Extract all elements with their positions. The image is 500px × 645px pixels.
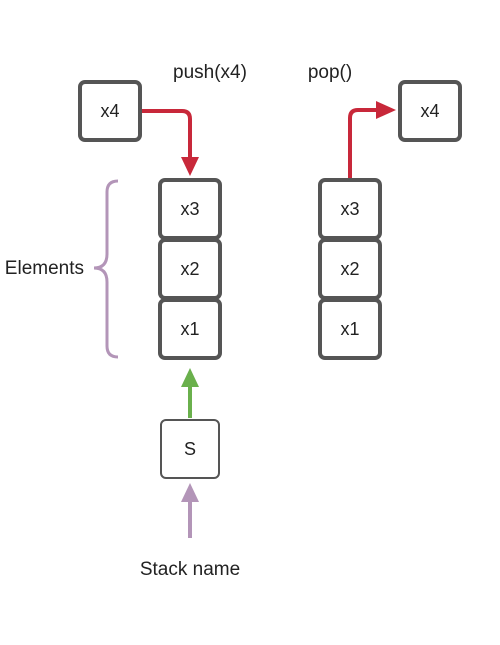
stack-cell-label: x3 bbox=[340, 199, 359, 219]
push-label: push(x4) bbox=[173, 62, 247, 83]
stack-cell: x1 bbox=[158, 298, 222, 360]
pop-label: pop() bbox=[308, 62, 352, 83]
pop-arrow bbox=[348, 108, 378, 178]
elements-label: Elements bbox=[5, 258, 84, 279]
pop-arrowhead bbox=[376, 101, 396, 119]
pop-stack: x3 x2 x1 bbox=[318, 178, 382, 360]
stack-cell: x3 bbox=[318, 178, 382, 240]
push-stack: x3 x2 x1 bbox=[158, 178, 222, 360]
stack-cell-label: x3 bbox=[180, 199, 199, 219]
popped-element: x4 bbox=[398, 80, 462, 142]
stack-cell-label: x2 bbox=[180, 259, 199, 279]
stack-name-label: Stack name bbox=[140, 559, 240, 580]
stack-name-arrowhead bbox=[181, 483, 199, 502]
popped-element-label: x4 bbox=[420, 101, 439, 121]
stack-cell: x2 bbox=[318, 238, 382, 300]
stack-name-box-label: S bbox=[184, 439, 196, 459]
push-arrowhead bbox=[181, 157, 199, 176]
stack-cell: x2 bbox=[158, 238, 222, 300]
stack-cell-label: x1 bbox=[340, 319, 359, 339]
stack-pointer-arrowhead bbox=[181, 368, 199, 387]
elements-brace bbox=[93, 179, 119, 359]
stack-name-box: S bbox=[160, 419, 220, 479]
push-arrow bbox=[142, 109, 192, 158]
stack-cell-label: x1 bbox=[180, 319, 199, 339]
stack-cell: x3 bbox=[158, 178, 222, 240]
pushed-element: x4 bbox=[78, 80, 142, 142]
stack-cell-label: x2 bbox=[340, 259, 359, 279]
pushed-element-label: x4 bbox=[100, 101, 119, 121]
stack-cell: x1 bbox=[318, 298, 382, 360]
